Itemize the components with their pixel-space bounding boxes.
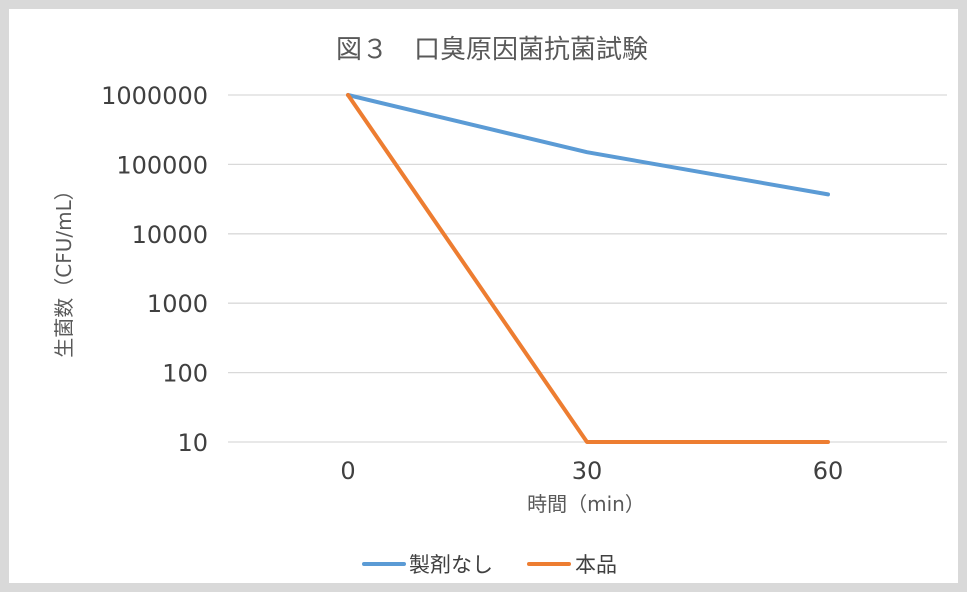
series-line-0 bbox=[346, 93, 830, 197]
y-tick-label: 10 bbox=[177, 429, 208, 457]
grid-layer bbox=[228, 94, 947, 443]
x-tick-labels: 0 30 60 bbox=[340, 457, 843, 485]
legend: 製剤なし 本品 bbox=[362, 553, 617, 577]
y-tick-label: 100000 bbox=[116, 151, 208, 179]
series-line-1 bbox=[346, 93, 830, 444]
y-tick-label: 10000 bbox=[132, 221, 208, 249]
chart-svg: 図３ 口臭原因菌抗菌試験 100000010000010000100010010… bbox=[52, 35, 947, 577]
y-axis-label: 生菌数（CFU/mL） bbox=[52, 180, 76, 357]
x-tick-label: 30 bbox=[572, 457, 603, 485]
chart-title: 図３ 口臭原因菌抗菌試験 bbox=[336, 35, 648, 65]
legend-label-0: 製剤なし bbox=[409, 553, 493, 577]
y-tick-label: 1000 bbox=[147, 290, 208, 318]
x-tick-label: 0 bbox=[340, 457, 355, 485]
x-axis-label: 時間（min） bbox=[527, 492, 645, 516]
legend-label-1: 本品 bbox=[575, 553, 617, 577]
y-tick-label: 1000000 bbox=[101, 82, 208, 110]
series-lines bbox=[346, 93, 830, 444]
x-tick-label: 60 bbox=[813, 457, 844, 485]
y-tick-labels: 1000000 100000 10000 1000 100 10 bbox=[101, 82, 208, 457]
y-tick-label: 100 bbox=[162, 360, 208, 388]
